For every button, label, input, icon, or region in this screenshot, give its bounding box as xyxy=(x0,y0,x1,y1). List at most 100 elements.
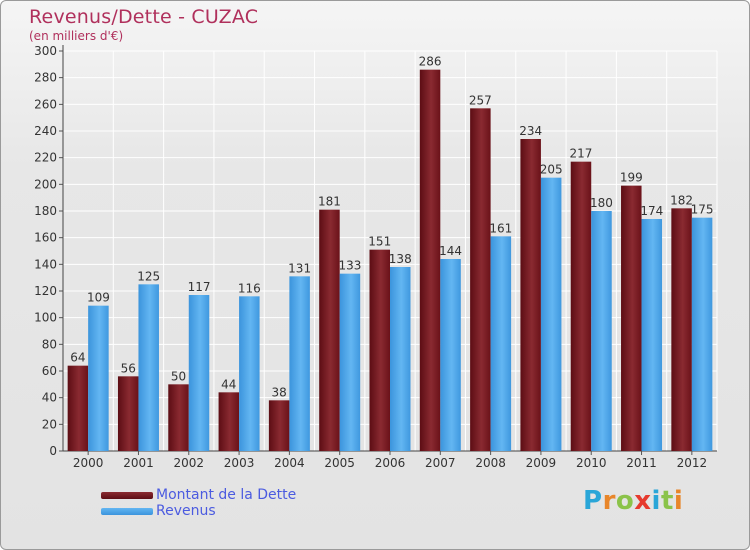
revenue-value-label: 205 xyxy=(540,163,563,177)
y-tick-label: 200 xyxy=(34,177,57,191)
x-tick-label: 2010 xyxy=(576,456,607,470)
revenue-bar xyxy=(591,211,612,451)
y-tick-label: 100 xyxy=(34,311,57,325)
debt-value-label: 181 xyxy=(318,195,341,209)
y-tick-label: 60 xyxy=(42,364,57,378)
debt-bar xyxy=(621,185,642,451)
revenue-bar xyxy=(339,273,361,451)
axes: 0 20 40 60 80 100 120 140 160 180 200 220 240 260 280 3… xyxy=(34,44,717,470)
revenue-value-label: 117 xyxy=(188,280,211,294)
legend-swatch-debt xyxy=(101,492,153,499)
debt-value-label: 182 xyxy=(670,193,693,207)
revenue-value-label: 144 xyxy=(439,244,462,258)
data-labels: 64 109 56 125 50 117 44 116 38 131 181 133 151 138 286… xyxy=(70,55,713,400)
proxiti-logo: Proxiti xyxy=(583,486,683,516)
debt-value-label: 257 xyxy=(469,93,492,107)
bars xyxy=(67,69,713,452)
x-tick-label: 2011 xyxy=(626,456,657,470)
revenue-bar xyxy=(641,219,663,451)
debt-value-label: 44 xyxy=(221,377,236,391)
x-tick-label: 2001 xyxy=(123,456,154,470)
revenue-bar xyxy=(188,295,210,451)
debt-bar xyxy=(168,384,189,451)
debt-value-label: 64 xyxy=(70,351,85,365)
revenue-bar xyxy=(490,236,512,451)
x-tick-label: 2003 xyxy=(224,456,255,470)
revenue-bar xyxy=(390,267,411,451)
legend-label-debt: Montant de la Dette xyxy=(156,487,297,503)
debt-bar xyxy=(570,161,592,451)
revenue-bar xyxy=(138,284,159,451)
debt-bar xyxy=(67,365,89,451)
debt-bar xyxy=(369,249,390,451)
logo-letter: t xyxy=(660,486,674,516)
logo-letter: P xyxy=(583,486,603,516)
y-tick-label: 300 xyxy=(34,44,57,58)
y-tick-label: 240 xyxy=(34,124,57,138)
y-tick-label: 120 xyxy=(34,284,57,298)
x-tick-label: 2004 xyxy=(274,456,305,470)
debt-value-label: 50 xyxy=(171,369,186,383)
revenue-bar xyxy=(88,305,109,451)
debt-bar xyxy=(520,139,541,451)
y-tick-label: 220 xyxy=(34,151,57,165)
debt-bar xyxy=(218,392,240,451)
debt-bar xyxy=(419,69,441,452)
revenue-value-label: 138 xyxy=(389,252,412,266)
debt-bar xyxy=(117,376,139,451)
y-tick-label: 0 xyxy=(49,444,57,458)
y-tick-label: 40 xyxy=(42,391,57,405)
logo-letter: o xyxy=(615,486,635,516)
revenue-value-label: 133 xyxy=(338,259,361,273)
debt-bar xyxy=(470,108,491,451)
debt-value-label: 234 xyxy=(519,124,542,138)
legend-swatch-revenue xyxy=(101,508,153,515)
revenue-bar xyxy=(289,276,310,451)
y-tick-label: 80 xyxy=(42,337,57,351)
revenue-value-label: 174 xyxy=(640,204,663,218)
debt-bar xyxy=(319,209,340,451)
y-tick-label: 20 xyxy=(42,417,57,431)
chart-title: Revenus/Dette - CUZAC xyxy=(29,6,259,28)
revenue-value-label: 161 xyxy=(489,221,512,235)
revenue-value-label: 125 xyxy=(137,269,160,283)
revenue-bar xyxy=(440,259,461,451)
revenue-value-label: 109 xyxy=(87,291,110,305)
debt-bar xyxy=(671,208,692,451)
x-tick-label: 2000 xyxy=(73,456,104,470)
revenue-value-label: 116 xyxy=(238,281,261,295)
logo-letter: r xyxy=(602,486,616,516)
debt-value-label: 56 xyxy=(121,361,136,375)
x-tick-label: 2007 xyxy=(425,456,456,470)
x-tick-label: 2009 xyxy=(526,456,557,470)
x-tick-label: 2006 xyxy=(375,456,406,470)
debt-value-label: 286 xyxy=(419,55,442,69)
debt-value-label: 38 xyxy=(271,385,286,399)
y-tick-label: 140 xyxy=(34,257,57,271)
revenue-value-label: 175 xyxy=(691,203,714,217)
revenue-value-label: 180 xyxy=(590,196,613,210)
logo-letter: i xyxy=(651,486,661,516)
y-tick-label: 180 xyxy=(34,204,57,218)
x-tick-label: 2002 xyxy=(173,456,204,470)
legend-label-revenue: Revenus xyxy=(156,503,216,519)
debt-bar xyxy=(268,400,290,451)
logo-letter: x xyxy=(634,486,652,516)
x-tick-label: 2008 xyxy=(475,456,506,470)
debt-value-label: 151 xyxy=(368,235,391,249)
debt-value-label: 199 xyxy=(620,171,643,185)
y-tick-label: 260 xyxy=(34,97,57,111)
y-tick-label: 160 xyxy=(34,231,57,245)
revenue-bar xyxy=(691,217,713,451)
revenue-value-label: 131 xyxy=(288,261,311,275)
x-tick-label: 2005 xyxy=(324,456,355,470)
y-tick-label: 280 xyxy=(34,71,57,85)
revenue-bar xyxy=(239,296,260,451)
logo-letter: i xyxy=(673,486,684,516)
debt-value-label: 217 xyxy=(570,147,593,161)
x-tick-label: 2012 xyxy=(677,456,708,470)
chart-subtitle: (en milliers d'€) xyxy=(29,29,124,43)
revenue-bar xyxy=(540,177,562,451)
